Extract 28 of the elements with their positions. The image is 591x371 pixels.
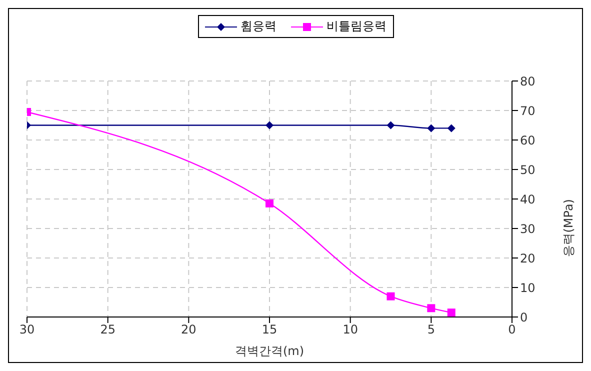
y-tick-label: 0 bbox=[520, 310, 528, 324]
point bbox=[266, 199, 274, 208]
y-tick-label: 50 bbox=[520, 162, 536, 177]
x-tick-label: 25 bbox=[100, 322, 116, 337]
y-tick-label: 70 bbox=[520, 104, 536, 118]
y-tick-label: 10 bbox=[520, 280, 536, 295]
y-axis-title: 응력(MPa) bbox=[561, 199, 576, 257]
y-tick-label: 20 bbox=[520, 251, 536, 266]
point bbox=[427, 304, 436, 312]
point bbox=[386, 121, 395, 130]
point bbox=[427, 124, 436, 132]
x-tick-label: 30 bbox=[19, 322, 35, 337]
y-tick-label: 40 bbox=[520, 192, 536, 206]
y-tick-label: 60 bbox=[520, 133, 536, 148]
legend-label: 비틀림응력 bbox=[326, 18, 386, 35]
x-tick-label: 5 bbox=[427, 322, 435, 337]
y-tick-label: 30 bbox=[520, 222, 536, 236]
y-tick-label: 80 bbox=[520, 74, 536, 88]
x-tick-label: 20 bbox=[181, 322, 196, 337]
point bbox=[386, 292, 395, 300]
x-tick-label: 0 bbox=[508, 322, 516, 337]
x-axis-title: 격벽간격(m) bbox=[234, 344, 304, 358]
point bbox=[266, 121, 274, 130]
x-tick-label: 15 bbox=[262, 322, 278, 337]
point bbox=[447, 308, 456, 317]
point bbox=[447, 124, 456, 132]
x-tick-label: 10 bbox=[342, 322, 358, 337]
legend-label: 휨응력 bbox=[240, 18, 276, 35]
